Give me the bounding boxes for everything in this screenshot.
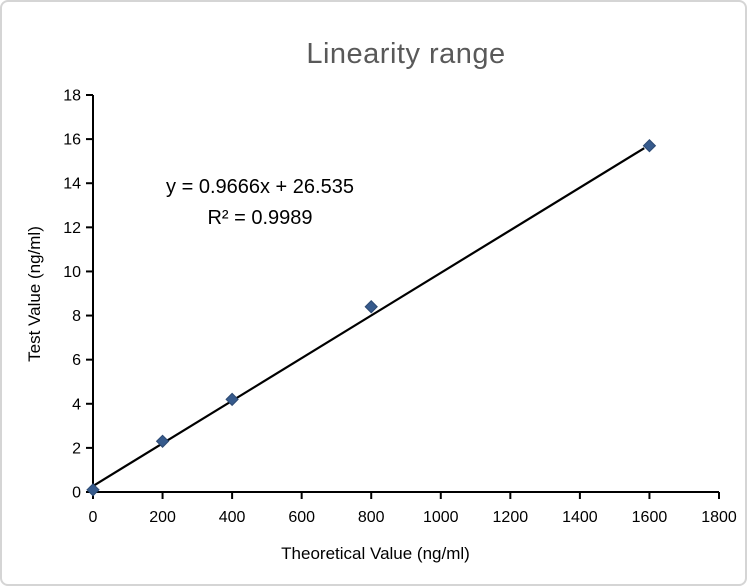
x-axis-title: Theoretical Value (ng/ml) xyxy=(281,544,470,563)
x-tick-label: 1400 xyxy=(562,509,598,526)
y-tick-label: 2 xyxy=(72,440,81,457)
trendline-annotation: y = 0.9666x + 26.535 R² = 0.9989 xyxy=(148,172,372,234)
data-point-marker xyxy=(364,300,378,314)
x-tick-label: 600 xyxy=(288,509,315,526)
data-point-marker xyxy=(642,139,657,153)
x-tick-label: 1000 xyxy=(423,509,459,526)
r-squared-label: R² = 0.9989 xyxy=(207,207,313,229)
x-tick-label: 1200 xyxy=(493,509,529,526)
x-tick-label: 1800 xyxy=(701,509,737,526)
y-tick-label: 10 xyxy=(63,264,81,281)
y-tick-label: 4 xyxy=(72,396,81,413)
x-tick-label: 800 xyxy=(358,509,385,526)
chart-title: Linearity range xyxy=(306,38,506,70)
data-point-marker xyxy=(225,392,239,407)
y-tick-label: 0 xyxy=(72,485,81,502)
trendline-equation-label: y = 0.9666x + 26.535 xyxy=(166,176,354,198)
y-tick-label: 12 xyxy=(63,220,81,237)
y-tick-label: 6 xyxy=(72,352,81,369)
trendline xyxy=(92,147,645,487)
x-tick-label: 200 xyxy=(149,509,176,526)
y-tick-label: 18 xyxy=(63,88,81,105)
data-point-marker xyxy=(155,434,170,448)
x-tick-label: 1600 xyxy=(632,509,668,526)
x-tick-label: 400 xyxy=(219,509,246,526)
x-tick-label: 0 xyxy=(89,509,98,526)
data-point-marker xyxy=(86,483,100,497)
y-tick-label: 8 xyxy=(72,308,81,325)
y-tick-label: 16 xyxy=(63,132,81,149)
y-tick-label: 14 xyxy=(63,176,81,193)
